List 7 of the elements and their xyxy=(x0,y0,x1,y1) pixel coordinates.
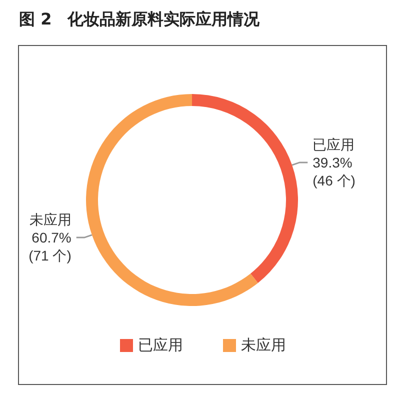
legend-label: 已应用 xyxy=(138,337,183,354)
slice-label: 未应用 xyxy=(29,212,72,228)
data-label: 39.3% (46 个) xyxy=(312,154,356,188)
slice-label: 已应用 xyxy=(312,136,355,152)
chart-title: 图 2 化妆品新原料实际应用情况 xyxy=(19,10,261,28)
legend-label: 未应用 xyxy=(241,337,286,354)
data-label: 60.7% (71 个) xyxy=(28,230,72,264)
